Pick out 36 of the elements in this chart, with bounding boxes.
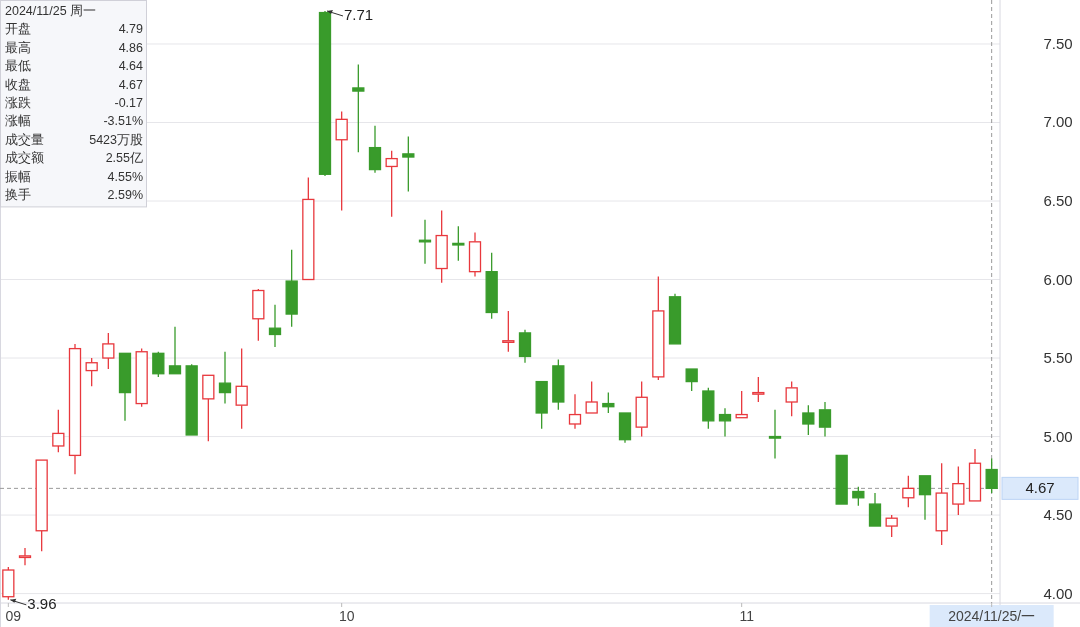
annotation: 成交量 [5, 131, 44, 147]
annotation: 4.64 [118, 59, 144, 74]
annotation: 2.59% [107, 188, 143, 202]
annotation: 3.96 [27, 594, 57, 612]
y-tick-label: 7.00 [1043, 113, 1073, 131]
annotation: 最低 [5, 59, 31, 74]
x-tick-label: 09 [5, 608, 22, 624]
x-tick-label: 11 [739, 608, 755, 624]
annotation: 换手 [5, 188, 31, 202]
annotation: 涨跌 [5, 96, 31, 110]
annotation: 振幅 [5, 169, 31, 184]
y-tick-label: 6.50 [1043, 192, 1073, 209]
annotation: 2024/11/25 周一 [5, 4, 97, 18]
x-tick-label: 10 [338, 608, 355, 624]
ref-line-label: 4.67 [1025, 479, 1055, 497]
annotation: 成交额 [5, 150, 44, 166]
annotation: 7.71 [344, 5, 374, 23]
y-tick-label: 7.50 [1043, 34, 1073, 52]
y-tick-label: 4.50 [1043, 506, 1073, 524]
annotation: 4.67 [118, 77, 144, 92]
annotation: -0.17 [114, 96, 144, 110]
x-tick-label: 2024/11/25/一 [948, 608, 1036, 624]
annotation: 5423万股 [89, 132, 143, 147]
annotation: -3.51% [103, 114, 143, 129]
annotation: 开盘 [5, 22, 31, 37]
annotation: 4.86 [118, 40, 144, 55]
annotation: 最高 [5, 39, 31, 55]
annotation: 4.79 [118, 22, 144, 37]
y-tick-label: 4.00 [1043, 584, 1073, 602]
y-tick-label: 5.50 [1043, 349, 1073, 367]
y-tick-label: 6.00 [1043, 270, 1073, 288]
annotation: 2.55亿 [105, 151, 143, 166]
y-tick-label: 5.00 [1043, 427, 1073, 445]
annotation: 收盘 [5, 77, 31, 92]
annotation: 涨幅 [5, 114, 31, 129]
annotation: 4.55% [107, 169, 143, 184]
